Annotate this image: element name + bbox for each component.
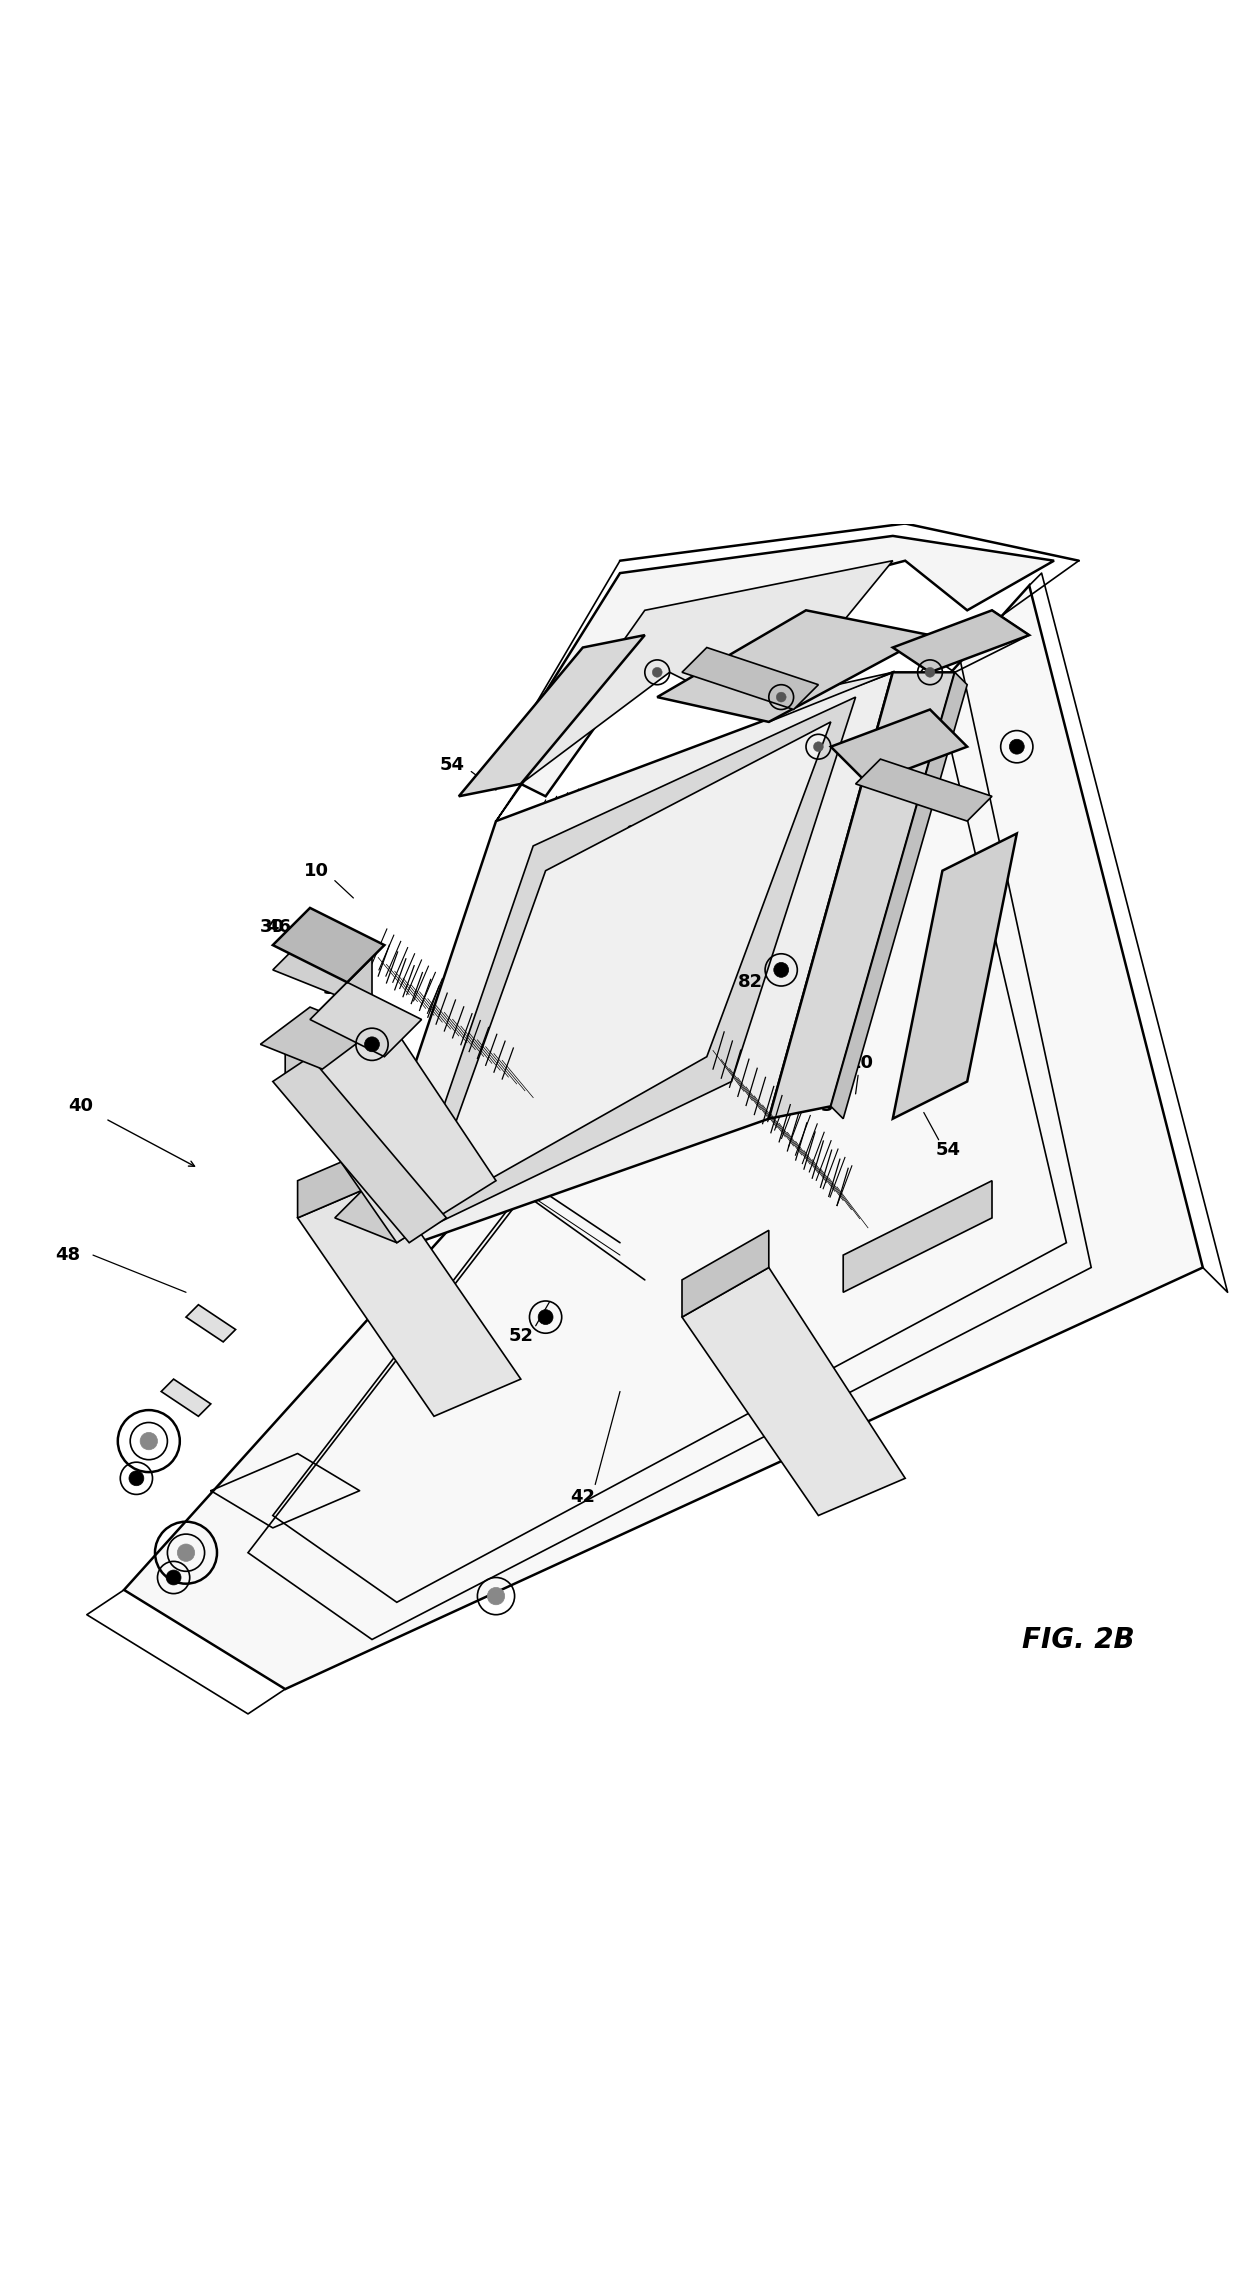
Polygon shape: [769, 672, 955, 1118]
Text: 52: 52: [508, 1326, 533, 1345]
Text: 48: 48: [56, 1246, 81, 1265]
Polygon shape: [682, 647, 818, 709]
Text: 20: 20: [800, 588, 825, 606]
Polygon shape: [496, 535, 1054, 796]
Circle shape: [538, 1310, 553, 1324]
Polygon shape: [459, 636, 645, 796]
Text: 52: 52: [322, 979, 347, 997]
Polygon shape: [310, 983, 422, 1057]
Polygon shape: [496, 560, 893, 821]
Polygon shape: [843, 1180, 992, 1292]
Text: 40: 40: [68, 1098, 93, 1116]
Circle shape: [365, 1036, 379, 1052]
Polygon shape: [260, 1006, 372, 1068]
Polygon shape: [285, 958, 372, 1082]
Circle shape: [487, 1587, 505, 1605]
Circle shape: [140, 1432, 157, 1450]
Polygon shape: [893, 611, 1029, 672]
Text: 67: 67: [701, 663, 725, 682]
Polygon shape: [273, 933, 372, 995]
Polygon shape: [397, 698, 856, 1242]
Polygon shape: [893, 832, 1017, 1118]
Text: 82: 82: [626, 826, 651, 842]
Text: 42: 42: [570, 1489, 595, 1505]
Text: 54: 54: [440, 757, 465, 775]
Polygon shape: [422, 723, 831, 1219]
Circle shape: [129, 1471, 144, 1487]
Polygon shape: [124, 585, 1203, 1690]
Polygon shape: [856, 759, 992, 821]
Polygon shape: [273, 908, 384, 983]
Text: 30: 30: [260, 917, 285, 935]
Circle shape: [177, 1544, 195, 1562]
Text: 20: 20: [928, 654, 952, 672]
Polygon shape: [298, 1180, 521, 1416]
Polygon shape: [161, 1379, 211, 1416]
Circle shape: [776, 693, 786, 702]
Text: 50: 50: [291, 1022, 316, 1041]
Text: 10: 10: [849, 1054, 874, 1073]
Text: 54: 54: [936, 1141, 961, 1160]
Text: 10: 10: [304, 862, 329, 880]
Polygon shape: [285, 995, 496, 1242]
Polygon shape: [347, 672, 893, 1267]
Polygon shape: [273, 1057, 446, 1242]
Circle shape: [652, 668, 662, 677]
Text: FIG. 2B: FIG. 2B: [1023, 1626, 1135, 1654]
Polygon shape: [298, 1144, 384, 1219]
Circle shape: [813, 741, 823, 752]
Text: 82: 82: [738, 974, 763, 990]
Polygon shape: [657, 611, 930, 723]
Polygon shape: [335, 1180, 434, 1242]
Polygon shape: [186, 1304, 236, 1342]
Polygon shape: [831, 709, 967, 784]
Circle shape: [774, 963, 789, 977]
Polygon shape: [831, 672, 967, 1118]
Polygon shape: [682, 1267, 905, 1516]
Text: 67: 67: [868, 752, 893, 771]
Circle shape: [1009, 739, 1024, 755]
Text: 30: 30: [821, 1098, 846, 1116]
Circle shape: [925, 668, 935, 677]
Polygon shape: [682, 1230, 769, 1317]
Text: 44: 44: [582, 1077, 609, 1098]
Circle shape: [166, 1571, 181, 1585]
Text: 46: 46: [267, 917, 291, 935]
